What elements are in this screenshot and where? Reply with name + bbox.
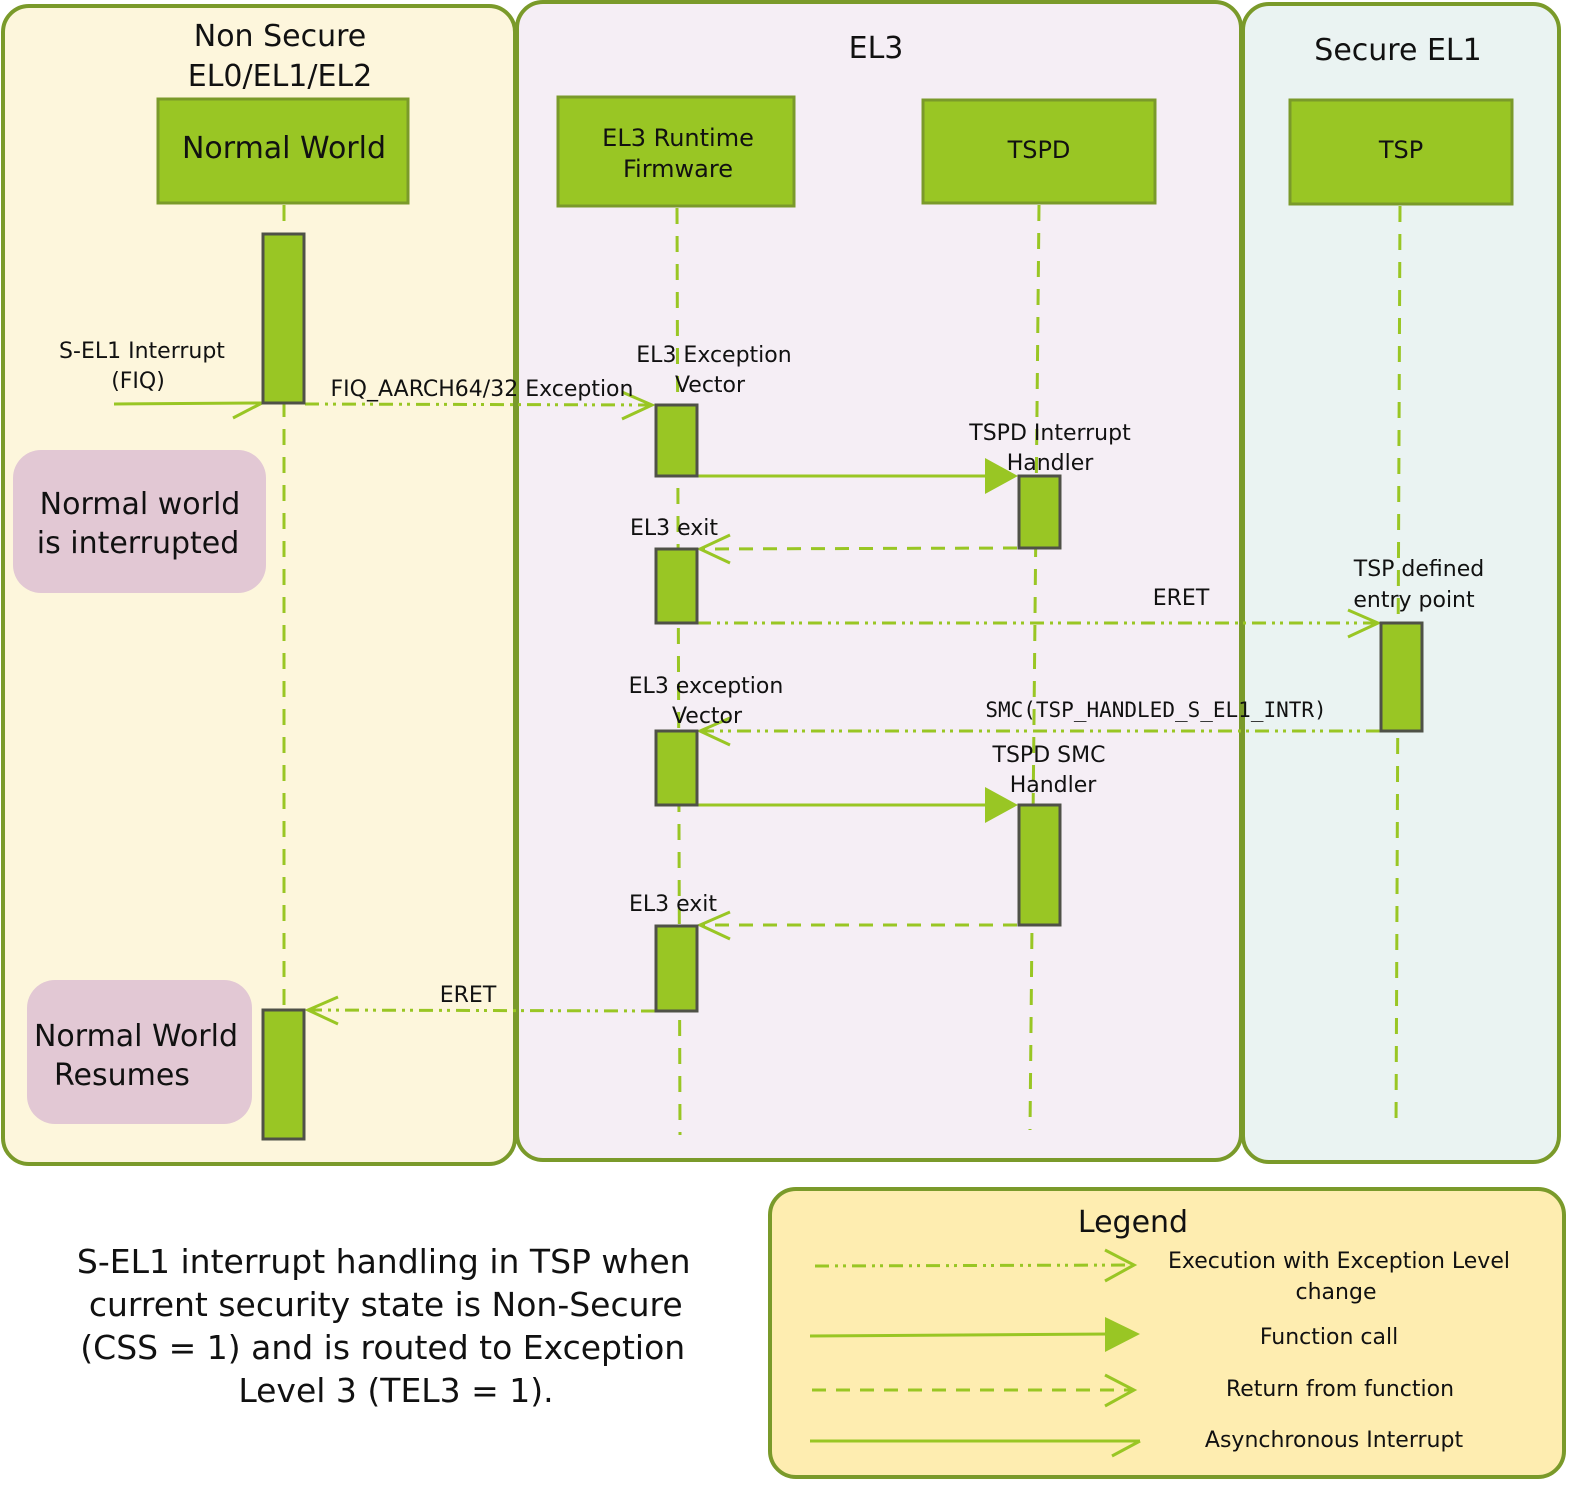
participant-normal-world: Normal World (156, 97, 410, 205)
arrow-return-el3-exit-2 (696, 910, 1017, 941)
participant-tspd: TSPD (921, 98, 1157, 205)
activation-tsp-entry (1379, 621, 1424, 733)
svg-text:Function call: Function call (1260, 1325, 1398, 1350)
legend-item-return-from-function: Return from function (812, 1373, 1454, 1408)
label-smc: SMC(TSP_HANDLED_S_EL1_INTR) (985, 698, 1326, 722)
legend-item-exception-level-change: Execution with Exception Level change (814, 1248, 1510, 1305)
svg-text:Return from function: Return from function (1226, 1377, 1454, 1402)
panel-secure-el1 (1241, 2, 1561, 1164)
activation-el3-vector (654, 403, 699, 478)
label-tspd-smc-handler: TSPD SMC Handler (992, 743, 1106, 798)
panel-title-el3: EL3 (849, 31, 904, 66)
label-tsp-entry-point: TSP defined entry point (1353, 557, 1484, 613)
activation-el3-exit-2 (654, 924, 699, 1013)
label-fiq-exception: FIQ_AARCH64/32 Exception (331, 377, 634, 402)
activation-el3-exit-1 (654, 547, 699, 625)
arrow-eret-to-normal-world (304, 995, 656, 1026)
label-eret-1: ERET (1153, 586, 1210, 611)
label-el3-exception-vector-2: EL3 exception Vector (629, 674, 784, 729)
note-normal-world-resumes: Normal World Resumes (27, 980, 252, 1124)
legend-item-asynchronous-interrupt: Asynchronous Interrupt (810, 1428, 1464, 1458)
legend: Legend Execution with Exception Level cha… (768, 1187, 1566, 1479)
lifeline-el3 (675, 207, 682, 1136)
arrow-smc (696, 716, 1380, 747)
note-normal-world-interrupted: Normal world is interrupted (13, 450, 266, 593)
activation-normal-world-1 (261, 232, 306, 405)
svg-text:TSP: TSP (1378, 136, 1423, 164)
activation-tspd-interrupt-handler (1017, 474, 1062, 550)
label-el3-exception-vector: EL3 Exception Vector (636, 343, 791, 398)
lifeline-tspd (1028, 204, 1041, 1131)
activation-normal-world-2 (261, 1008, 306, 1141)
legend-item-function-call: Function call (809, 1317, 1398, 1352)
figure-caption: S-EL1 interrupt handling in TSP when cur… (77, 1242, 701, 1410)
participant-el3-runtime: EL3 Runtime Firmware (556, 95, 796, 208)
panel-title-secure-el1: Secure EL1 (1314, 33, 1481, 68)
svg-text:TSPD: TSPD (1007, 136, 1071, 164)
label-el3-exit-1: EL3 exit (630, 516, 718, 541)
arrow-call-tspd-smc-handler (697, 787, 1018, 823)
legend-title: Legend (1078, 1205, 1188, 1240)
arrow-fiq-exception (304, 390, 656, 421)
label-eret-2: ERET (440, 983, 497, 1008)
svg-text:Execution with Exception Level: Execution with Exception Level change (1168, 1249, 1510, 1305)
activation-tspd-smc-handler (1017, 803, 1062, 927)
arrow-call-tspd-interrupt-handler (697, 458, 1018, 494)
arrow-eret-to-tsp (697, 608, 1382, 639)
label-el3-exit-2: EL3 exit (629, 892, 717, 917)
svg-text:Asynchronous Interrupt: Asynchronous Interrupt (1205, 1428, 1464, 1453)
panel-title-non-secure: Non Secure EL0/EL1/EL2 (188, 19, 372, 94)
arrow-async-interrupt (113, 401, 263, 420)
label-s-el1-interrupt: S-EL1 Interrupt (FIQ) (59, 339, 225, 394)
participant-tsp: TSP (1288, 98, 1514, 206)
arrow-return-el3-exit-1 (696, 533, 1018, 565)
activation-el3-exception-vector-2 (654, 729, 699, 807)
svg-text:Normal World: Normal World (182, 131, 386, 166)
label-tspd-interrupt-handler: TSPD Interrupt Handler (968, 421, 1131, 476)
